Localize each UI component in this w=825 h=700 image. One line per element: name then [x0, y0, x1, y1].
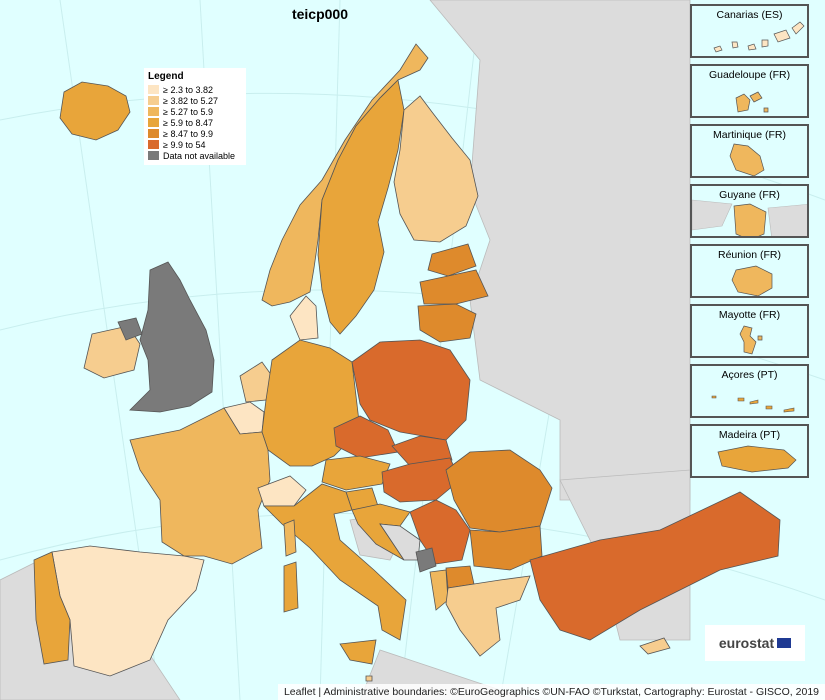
legend-item: ≥ 3.82 to 5.27 [148, 95, 242, 106]
legend: Legend ≥ 2.3 to 3.82 ≥ 3.82 to 5.27 ≥ 5.… [144, 68, 246, 165]
inset-map [729, 143, 765, 176]
region-portugal[interactable] [33, 551, 71, 665]
inset-martinique[interactable]: Martinique (FR) [690, 124, 809, 178]
region-sweden[interactable] [317, 79, 405, 335]
legend-label: ≥ 5.9 to 8.47 [163, 117, 213, 128]
region-sardinia[interactable] [283, 561, 299, 613]
inset-map [713, 21, 805, 53]
region-switzerland[interactable] [257, 475, 307, 507]
map-title: teicp000 [291, 6, 349, 22]
region-cyprus[interactable] [639, 637, 671, 655]
legend-swatch [148, 107, 159, 116]
legend-swatch [148, 96, 159, 105]
region-denmark[interactable] [289, 295, 319, 341]
legend-swatch [148, 140, 159, 149]
legend-swatch [148, 129, 159, 138]
region-albania[interactable] [429, 569, 449, 611]
inset-guyane[interactable]: Guyane (FR) [690, 184, 809, 238]
legend-label: ≥ 5.27 to 5.9 [163, 106, 213, 117]
inset-label: Martinique (FR) [713, 129, 786, 141]
legend-swatch [148, 118, 159, 127]
region-bosnia[interactable] [379, 523, 421, 561]
region-norway[interactable] [261, 43, 429, 307]
inset-label: Mayotte (FR) [718, 309, 781, 321]
region-austria[interactable] [321, 455, 391, 491]
inset-madeira[interactable]: Madeira (PT) [690, 424, 809, 478]
region-slovakia[interactable] [391, 435, 453, 467]
inset-map [692, 199, 807, 236]
inset-label: Guadeloupe (FR) [708, 69, 791, 81]
legend-label: ≥ 2.3 to 3.82 [163, 84, 213, 95]
eu-flag-icon [777, 638, 792, 648]
region-montenegro[interactable] [415, 547, 437, 573]
legend-swatch [148, 85, 159, 94]
inset-label: Açores (PT) [721, 369, 778, 381]
region-sicily[interactable] [339, 639, 377, 665]
inset-map [731, 265, 773, 296]
map-attribution: Leaflet | Administrative boundaries: ©Eu… [277, 684, 825, 700]
legend-swatch [148, 151, 159, 160]
region-latvia[interactable] [419, 269, 489, 305]
eurostat-logo: eurostat [705, 625, 805, 661]
legend-heading: Legend [148, 71, 184, 82]
inset-label: Réunion (FR) [717, 249, 782, 261]
region-united-kingdom[interactable] [129, 261, 215, 413]
legend-item: ≥ 2.3 to 3.82 [148, 84, 242, 95]
inset-map [711, 395, 795, 413]
inset-acores[interactable]: Açores (PT) [690, 364, 809, 418]
inset-label: Madeira (PT) [718, 429, 781, 441]
legend-item: ≥ 5.27 to 5.9 [148, 106, 242, 117]
inset-canarias[interactable]: Canarias (ES) [690, 4, 809, 58]
legend-label: Data not available [163, 150, 236, 161]
inset-map [739, 325, 763, 355]
legend-item: ≥ 5.9 to 8.47 [148, 117, 242, 128]
region-romania[interactable] [445, 449, 553, 533]
legend-label: ≥ 3.82 to 5.27 [163, 95, 218, 106]
inset-mayotte[interactable]: Mayotte (FR) [690, 304, 809, 358]
eurostat-logo-text: eurostat [718, 635, 775, 651]
region-finland[interactable] [393, 95, 479, 243]
region-hungary[interactable] [381, 457, 461, 503]
region-poland[interactable] [351, 339, 471, 441]
legend-label: ≥ 8.47 to 9.9 [163, 128, 213, 139]
legend-label: ≥ 9.9 to 54 [163, 139, 206, 150]
inset-map [717, 445, 797, 473]
region-spain[interactable] [51, 545, 205, 677]
region-northern-ireland[interactable] [117, 317, 143, 341]
region-iceland[interactable] [59, 81, 131, 141]
region-italy[interactable] [263, 483, 407, 641]
region-malta[interactable] [365, 675, 373, 682]
region-estonia[interactable] [427, 243, 477, 277]
inset-label: Canarias (ES) [716, 9, 783, 21]
inset-reunion[interactable]: Réunion (FR) [690, 244, 809, 298]
region-turkey[interactable] [529, 491, 781, 641]
region-lithuania[interactable] [417, 303, 477, 343]
region-serbia[interactable] [409, 499, 471, 565]
region-corsica[interactable] [283, 519, 297, 557]
legend-item: Data not available [148, 150, 242, 161]
region-france[interactable] [129, 407, 271, 565]
legend-item: ≥ 9.9 to 54 [148, 139, 242, 150]
inset-guadeloupe[interactable]: Guadeloupe (FR) [690, 64, 809, 118]
legend-item: ≥ 8.47 to 9.9 [148, 128, 242, 139]
inset-map [735, 91, 769, 113]
region-bulgaria[interactable] [469, 525, 543, 571]
region-greece[interactable] [445, 575, 531, 657]
inset-label: Guyane (FR) [719, 189, 780, 201]
